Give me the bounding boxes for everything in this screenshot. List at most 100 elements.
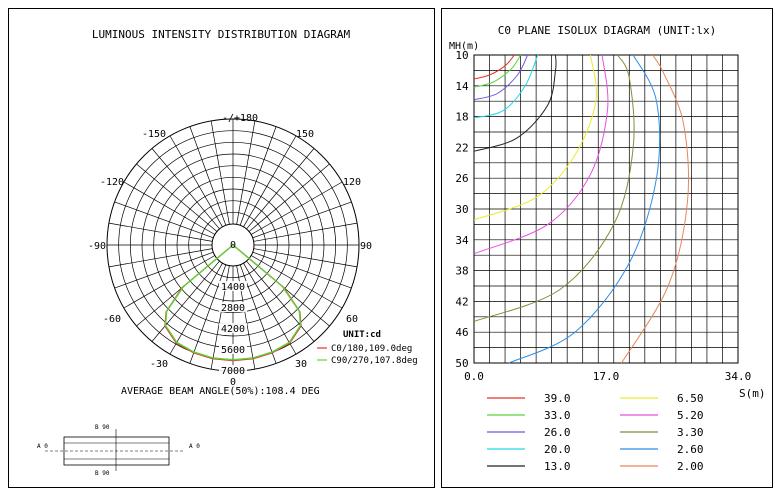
y-tick-30: 30 — [455, 203, 468, 216]
a0-left-label: A 0 — [37, 443, 48, 450]
polar-spoke — [253, 248, 358, 268]
radial-label-bg — [219, 323, 247, 333]
polar-spoke — [253, 222, 358, 242]
polar-spoke — [169, 263, 223, 355]
polar-spoke — [151, 148, 220, 230]
angle-label-neg30: -30 — [150, 359, 168, 370]
x-tick-34: 34.0 — [725, 370, 752, 383]
polar-spoke — [236, 120, 256, 225]
radial-label-0: 0 — [230, 240, 236, 251]
isolux-curve-6.50 — [473, 54, 597, 221]
angle-label-120: 120 — [343, 177, 361, 188]
angle-label-90: 90 — [360, 241, 372, 252]
luminaire-body — [63, 436, 170, 466]
polar-curves — [164, 244, 302, 362]
legend-label-3.30: 3.30 — [677, 426, 704, 439]
isolux-legend: 39.0 33.0 26.0 20.0 13.0 6.50 5.20 3.30 2.60 2.00 — [487, 392, 704, 473]
isolux-curve-13.0 — [473, 54, 557, 152]
isolux-grid — [473, 54, 739, 364]
angle-label-neg120: -120 — [100, 177, 124, 188]
radial-labels: 1400 2800 4200 5600 7000 0 — [219, 240, 247, 377]
isolux-curve-39.0 — [473, 54, 515, 80]
legend-label-2.60: 2.60 — [677, 443, 704, 456]
isolux-xlabel: S(m) — [739, 387, 766, 400]
polar-spoke — [123, 181, 215, 235]
isolux-curve-26.0 — [473, 54, 529, 101]
radial-label-bg — [219, 344, 247, 354]
legend-label-c90: C90/270,107.8deg — [331, 356, 418, 366]
polar-spoke — [246, 148, 315, 230]
angle-label-150: 150 — [296, 129, 314, 140]
polar-spoke — [114, 251, 214, 289]
polar-spoke — [243, 263, 297, 355]
angle-label-180: -/+180 — [222, 113, 258, 124]
legend-label-13.0: 13.0 — [544, 460, 571, 473]
y-tick-10: 10 — [455, 49, 468, 62]
angle-label-0: 0 — [230, 377, 236, 388]
radial-label-7000: 7000 — [221, 366, 245, 377]
polar-spoke — [123, 255, 215, 309]
x-tick-0: 0.0 — [464, 370, 484, 383]
legend-label-33.0: 33.0 — [544, 409, 571, 422]
radial-label-2800: 2800 — [221, 303, 245, 314]
y-tick-46: 46 — [455, 326, 468, 339]
y-tick-26: 26 — [455, 172, 468, 185]
unit-label: UNIT:cd — [343, 330, 381, 340]
isolux-curves — [473, 54, 690, 364]
angle-label-60: 60 — [346, 314, 358, 325]
angle-label-30: 30 — [295, 359, 307, 370]
isolux-ylabel: MH(m) — [449, 41, 479, 52]
isolux-y-ticks: 10 14 18 22 26 30 34 38 42 46 50 — [455, 49, 469, 370]
polar-spoke — [114, 201, 214, 239]
polar-spoke — [189, 126, 227, 226]
polar-spoke — [169, 135, 223, 227]
beam-angle-text: AVERAGE BEAM ANGLE(50%):108.4 DEG — [121, 386, 320, 397]
b90-bottom-label: B 90 — [95, 470, 110, 477]
legend-label-39.0: 39.0 — [544, 392, 571, 405]
polar-spoke — [210, 120, 230, 225]
legend-label-5.20: 5.20 — [677, 409, 704, 422]
radial-label-4200: 4200 — [221, 324, 245, 335]
polar-chart: LUMINOUS INTENSITY DISTRIBUTION DIAGRAM … — [37, 28, 418, 477]
angle-label-neg60: -60 — [103, 314, 121, 325]
isolux-curve-3.30 — [473, 54, 635, 322]
isolux-curve-33.0 — [473, 54, 522, 88]
polar-spoke — [251, 255, 343, 309]
radial-label-5600: 5600 — [221, 345, 245, 356]
polar-spoke — [108, 248, 213, 268]
isolux-curve-2.60 — [508, 54, 661, 364]
isolux-title: C0 PLANE ISOLUX DIAGRAM (UNIT:lx) — [498, 24, 717, 37]
isolux-chart: C0 PLANE ISOLUX DIAGRAM (UNIT:lx) MH(m) … — [449, 24, 766, 473]
y-tick-22: 22 — [455, 141, 468, 154]
a0-right-label: A 0 — [189, 443, 200, 450]
y-tick-14: 14 — [455, 80, 469, 93]
y-tick-34: 34 — [455, 234, 469, 247]
polar-spoke — [252, 201, 352, 239]
legend-label-26.0: 26.0 — [544, 426, 571, 439]
y-tick-42: 42 — [455, 295, 468, 308]
polar-spoke — [151, 260, 220, 342]
polar-grid — [106, 118, 360, 372]
isolux-panel: C0 PLANE ISOLUX DIAGRAM (UNIT:lx) MH(m) … — [441, 8, 773, 488]
y-tick-50: 50 — [455, 357, 468, 370]
polar-spoke — [246, 260, 315, 342]
legend-label-2.00: 2.00 — [677, 460, 704, 473]
polar-spoke — [108, 222, 213, 242]
luminaire-schematic: B 90 B 90 A 0 A 0 — [37, 424, 200, 477]
polar-spoke — [243, 135, 297, 227]
y-tick-38: 38 — [455, 265, 468, 278]
isolux-curve-20.0 — [473, 54, 539, 119]
x-tick-17: 17.0 — [593, 370, 620, 383]
b90-top-label: B 90 — [95, 424, 110, 431]
polar-spoke — [239, 126, 277, 226]
intensity-distribution-panel: LUMINOUS INTENSITY DISTRIBUTION DIAGRAM … — [8, 8, 435, 488]
isolux-curve-5.20 — [473, 54, 609, 255]
legend-label-6.50: 6.50 — [677, 392, 704, 405]
legend-label-c0: C0/180,109.0deg — [331, 344, 412, 354]
polar-spoke — [136, 163, 218, 232]
polar-title: LUMINOUS INTENSITY DISTRIBUTION DIAGRAM — [92, 28, 351, 41]
radial-label-1400: 1400 — [221, 282, 245, 293]
radial-label-bg — [219, 365, 247, 375]
radial-label-bg — [219, 281, 247, 291]
polar-spoke — [251, 181, 343, 235]
